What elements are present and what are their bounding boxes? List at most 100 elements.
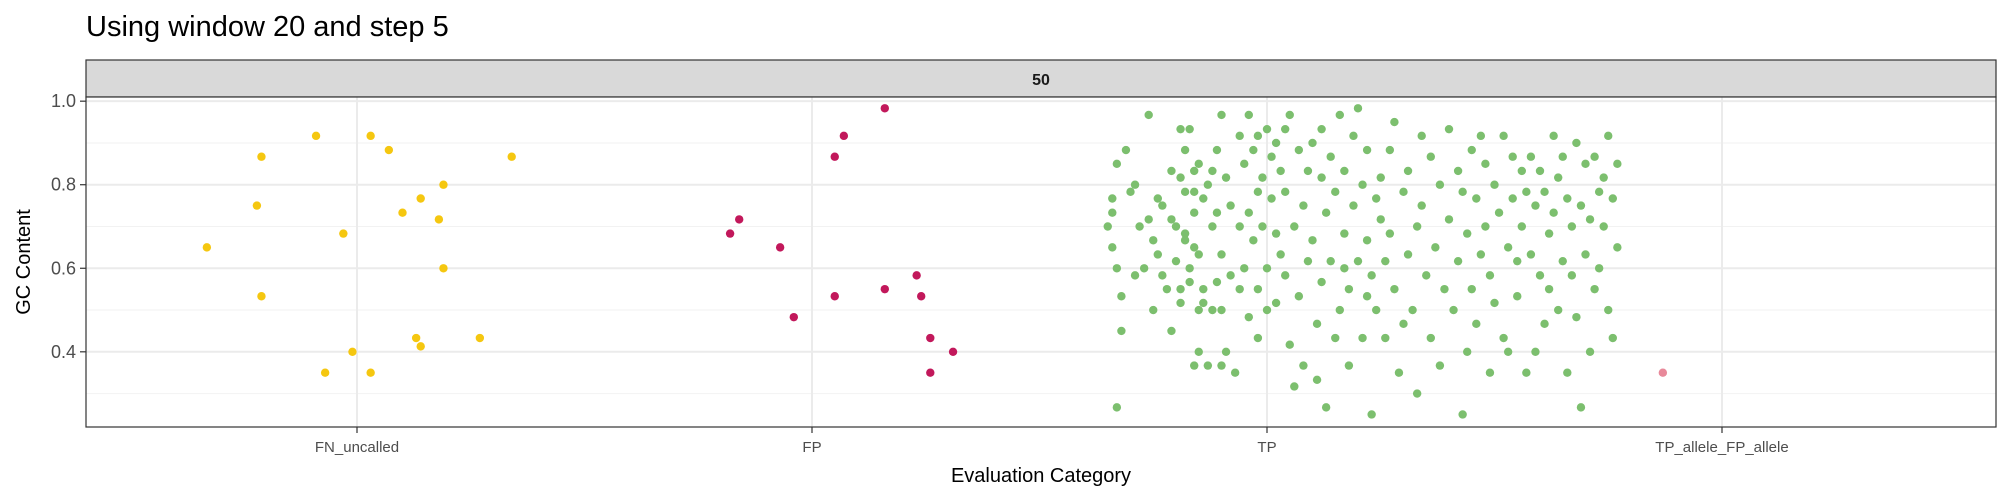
data-point [1112, 403, 1122, 412]
data-point [1403, 166, 1413, 176]
data-point [1226, 201, 1235, 210]
data-point [1458, 410, 1467, 419]
data-point [1158, 201, 1167, 210]
data-point [1576, 201, 1586, 210]
data-point [1599, 222, 1608, 231]
data-point [1522, 368, 1531, 377]
data-point [1281, 124, 1290, 134]
data-point [1590, 284, 1599, 294]
data-point [1540, 187, 1549, 197]
data-point [1435, 180, 1445, 189]
data-point [1253, 131, 1263, 141]
data-point [1244, 312, 1254, 322]
data-point [1308, 138, 1317, 148]
data-point [1431, 243, 1440, 252]
data-point [1604, 131, 1613, 141]
data-point [1563, 194, 1572, 203]
data-point [1340, 229, 1349, 238]
data-point [1353, 104, 1363, 113]
data-point [1208, 305, 1217, 315]
data-point [775, 243, 785, 252]
data-point [880, 284, 889, 294]
data-point [1221, 347, 1231, 357]
data-point [1176, 284, 1185, 294]
data-point [434, 215, 444, 224]
data-point [1317, 173, 1326, 182]
data-point [1613, 243, 1622, 252]
data-point [1285, 340, 1294, 349]
data-point [1312, 375, 1322, 384]
data-point [1249, 145, 1258, 155]
data-point [1508, 152, 1517, 161]
data-point [1162, 284, 1172, 294]
data-point [1558, 256, 1567, 266]
data-point [1572, 138, 1581, 148]
data-point [1535, 271, 1545, 280]
data-point [1485, 368, 1495, 377]
data-point [1344, 284, 1354, 294]
data-point [1472, 194, 1481, 203]
data-point [1585, 215, 1595, 224]
data-point [1544, 284, 1554, 294]
data-point [1190, 361, 1199, 370]
data-point [880, 104, 889, 113]
data-point [1121, 145, 1131, 155]
data-point [1349, 131, 1358, 141]
data-point [1158, 271, 1167, 280]
data-point [1494, 208, 1504, 217]
data-point [1417, 201, 1426, 210]
data-point [1381, 333, 1390, 343]
data-point [1408, 305, 1417, 315]
data-point [1299, 201, 1308, 210]
data-point [1171, 256, 1181, 266]
data-point [725, 229, 735, 238]
data-point [1176, 298, 1185, 308]
data-point [257, 292, 266, 301]
data-point [1531, 347, 1540, 357]
data-point [1385, 229, 1395, 238]
data-point [1190, 166, 1199, 176]
data-point [1567, 271, 1577, 280]
data-point [1513, 292, 1522, 301]
x-axis-ticks: FN_uncalled FP TP TP_allele_FP_allele [315, 427, 1789, 456]
data-point [1367, 271, 1376, 280]
data-point [830, 152, 839, 161]
data-point [1285, 110, 1294, 120]
data-point [1108, 243, 1117, 252]
data-point [1376, 215, 1385, 224]
data-point [1149, 305, 1158, 315]
data-point [1281, 271, 1290, 280]
data-point [912, 271, 921, 280]
data-point [1230, 368, 1240, 377]
data-point [1608, 333, 1618, 343]
data-point [1576, 403, 1586, 412]
data-point [1226, 271, 1235, 280]
data-point [366, 368, 375, 377]
data-point [1312, 319, 1322, 329]
data-point [1321, 208, 1331, 217]
data-point [1594, 264, 1604, 273]
data-point [311, 131, 321, 141]
data-point [1253, 333, 1263, 343]
data-point [830, 292, 839, 301]
data-point [1185, 264, 1194, 273]
data-point [1117, 326, 1126, 336]
data-point [320, 368, 330, 377]
data-point [1149, 236, 1158, 245]
data-point [789, 312, 798, 322]
data-point [1217, 305, 1226, 315]
data-point [1276, 250, 1285, 259]
x-tick-label: TP [1257, 439, 1276, 456]
data-point [1372, 305, 1381, 315]
data-point [1185, 277, 1194, 287]
data-point [1499, 131, 1508, 141]
data-point [1367, 410, 1376, 419]
data-point [1499, 333, 1508, 343]
data-point [1167, 166, 1176, 176]
x-tick-label: TP_allele_FP_allele [1655, 439, 1788, 456]
data-point [1135, 222, 1144, 231]
data-point [1240, 159, 1249, 169]
data-point [1426, 333, 1436, 343]
data-point [1176, 173, 1185, 182]
